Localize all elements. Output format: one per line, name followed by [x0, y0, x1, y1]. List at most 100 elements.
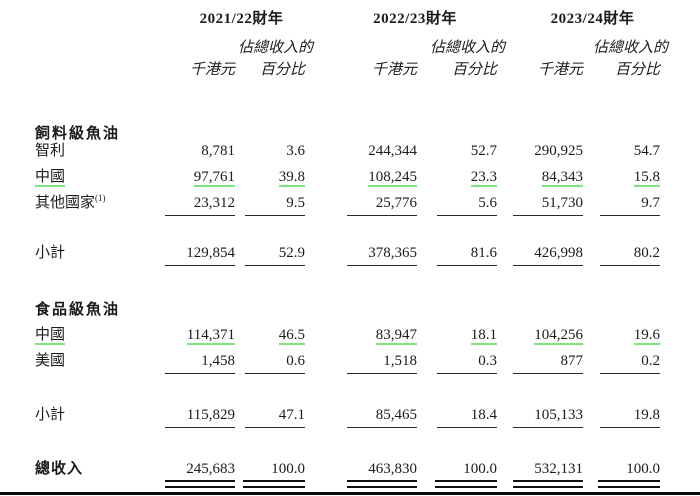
year-header-row: 2021/22財年 2022/23財年 2023/24財年: [35, 10, 660, 28]
unit-hkd-thousand-label: 千港元: [371, 62, 417, 78]
row-label: 小計: [35, 245, 66, 261]
table-row-usa: 美國 1,458 0.6 1,518 0.3 877 0.2: [35, 353, 660, 370]
subheader-share-row: 佔總收入的 佔總收入的 佔總收入的: [35, 40, 668, 56]
value-cell: 290,925: [534, 143, 583, 159]
sum-rule: [437, 427, 497, 428]
year-header-2023-24: 2023/24財年: [550, 11, 635, 27]
value-cell: 52.9: [278, 245, 305, 261]
sum-rule: [245, 427, 305, 428]
double-rule: [513, 480, 583, 488]
value-cell: 532,131: [534, 461, 583, 477]
sum-rule: [165, 373, 235, 374]
sum-rule: [347, 427, 417, 428]
row-label: 中國: [35, 327, 66, 345]
value-cell: 84,343: [541, 169, 583, 187]
value-cell: 1,458: [201, 353, 235, 369]
unit-hkd-thousand-label: 千港元: [537, 62, 583, 78]
value-cell: 97,761: [193, 169, 235, 187]
table-row-subtotal-feed: 小計 129,854 52.9 378,365 81.6 426,998 80.…: [35, 245, 660, 262]
value-cell: 8,781: [201, 143, 235, 159]
sum-rule-row: [35, 424, 660, 428]
share-of-revenue-label: 佔總收入的: [429, 40, 505, 56]
sum-rule: [165, 427, 235, 428]
unit-hkd-thousand-label: 千港元: [189, 62, 235, 78]
value-cell: 15.8: [633, 169, 660, 187]
sum-rule: [245, 373, 305, 374]
row-label: 總收入: [35, 461, 84, 477]
value-cell: 46.5: [278, 327, 305, 345]
value-cell: 83,947: [375, 327, 417, 345]
sum-rule: [600, 265, 660, 266]
sum-rule: [245, 265, 305, 266]
sum-rule: [600, 427, 660, 428]
value-cell: 378,365: [368, 245, 417, 261]
value-cell: 51,730: [541, 195, 583, 211]
row-label: 中國: [35, 169, 66, 187]
value-cell: 54.7: [633, 143, 660, 159]
row-label: 其他國家(1): [35, 193, 106, 212]
value-cell: 0.3: [478, 353, 497, 369]
percentage-label: 百分比: [451, 62, 497, 78]
share-of-revenue-label: 佔總收入的: [592, 40, 668, 56]
section-title-food-grade-fish-oil: 食品級魚油: [35, 302, 121, 318]
sum-rule: [347, 215, 417, 216]
double-rule: [598, 480, 660, 488]
value-cell: 0.2: [641, 353, 660, 369]
value-cell: 9.7: [641, 195, 660, 211]
table-row-chile: 智利 8,781 3.6 244,344 52.7 290,925 54.7: [35, 143, 660, 160]
value-cell: 114,371: [186, 327, 235, 345]
row-label: 美國: [35, 353, 66, 369]
value-cell: 19.8: [633, 407, 660, 423]
value-cell: 108,245: [368, 169, 417, 187]
sum-rule: [347, 373, 417, 374]
percentage-label: 百分比: [614, 62, 660, 78]
value-cell: 85,465: [375, 407, 417, 423]
table-row-subtotal-food: 小計 115,829 47.1 85,465 18.4 105,133 19.8: [35, 407, 660, 424]
value-cell: 104,256: [534, 327, 583, 345]
value-cell: 81.6: [470, 245, 497, 261]
double-rule: [165, 480, 235, 488]
page-bottom-edge-line: [0, 492, 700, 495]
share-of-revenue-label: 佔總收入的: [237, 40, 313, 56]
value-cell: 426,998: [534, 245, 583, 261]
sum-rule: [513, 373, 583, 374]
value-cell: 23.3: [470, 169, 497, 187]
table-row-total-revenue: 總收入 245,683 100.0 463,830 100.0 532,131 …: [35, 461, 660, 478]
table-row-china-food: 中國 114,371 46.5 83,947 18.1 104,256 19.6: [35, 327, 660, 345]
value-cell: 129,854: [186, 245, 235, 261]
sum-rule: [437, 215, 497, 216]
subheader-units-row: 千港元 百分比 千港元 百分比 千港元 百分比: [35, 62, 660, 78]
table-row-other-countries: 其他國家(1) 23,312 9.5 25,776 5.6 51,730 9.7: [35, 193, 660, 212]
value-cell: 100.0: [271, 461, 305, 477]
sum-rule: [245, 215, 305, 216]
value-cell: 25,776: [375, 195, 417, 211]
row-label: 智利: [35, 143, 66, 159]
value-cell: 19.6: [633, 327, 660, 345]
value-cell: 18.1: [470, 327, 497, 345]
value-cell: 39.8: [278, 169, 305, 187]
double-rule: [243, 480, 305, 488]
sum-rule: [600, 373, 660, 374]
value-cell: 100.0: [463, 461, 497, 477]
value-cell: 9.5: [286, 195, 305, 211]
sum-rule: [437, 265, 497, 266]
sum-rule-row: [35, 212, 660, 216]
double-rule: [347, 480, 417, 488]
row-label: 小計: [35, 407, 66, 423]
value-cell: 0.6: [286, 353, 305, 369]
value-cell: 245,683: [186, 461, 235, 477]
value-cell: 877: [560, 353, 584, 369]
section-title-feed-grade-fish-oil: 飼料級魚油: [35, 126, 121, 142]
sum-rule: [165, 215, 235, 216]
value-cell: 105,133: [534, 407, 583, 423]
value-cell: 52.7: [470, 143, 497, 159]
value-cell: 5.6: [478, 195, 497, 211]
year-header-2021-22: 2021/22財年: [199, 11, 284, 27]
value-cell: 115,829: [186, 407, 235, 423]
sum-rule: [347, 265, 417, 266]
percentage-label: 百分比: [259, 62, 305, 78]
sum-rule: [600, 215, 660, 216]
value-cell: 3.6: [286, 143, 305, 159]
value-cell: 47.1: [278, 407, 305, 423]
